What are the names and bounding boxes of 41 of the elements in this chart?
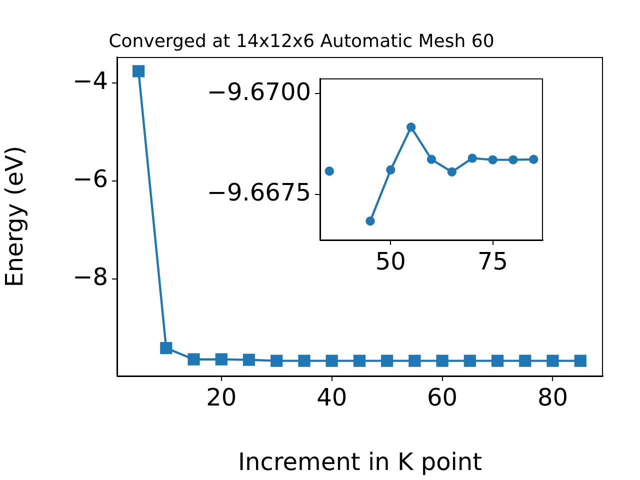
point	[353, 354, 366, 367]
x-axis-title: Increment in K point	[238, 448, 482, 476]
point	[188, 353, 200, 366]
point	[519, 354, 532, 367]
point	[386, 165, 396, 174]
x-tick-label: 40	[316, 384, 348, 412]
point	[574, 354, 586, 367]
point	[132, 65, 145, 78]
chart-title: Converged at 14x12x6 Automatic Mesh 60	[108, 30, 494, 52]
y-tick-label: −4	[72, 67, 108, 96]
point	[215, 353, 228, 366]
point	[436, 354, 448, 367]
y-tick-label: −8	[72, 263, 108, 292]
point	[270, 354, 283, 367]
point	[326, 354, 338, 367]
point	[381, 354, 394, 367]
point	[491, 354, 504, 367]
point	[447, 167, 457, 176]
x-tick-label: 50	[375, 248, 406, 276]
y-tick-label: −6	[72, 165, 108, 194]
point	[160, 342, 172, 354]
point	[426, 154, 436, 164]
y-tick-label: −9.6700	[206, 78, 311, 106]
point	[366, 216, 375, 226]
y-axis-title: Energy (eV)	[0, 146, 29, 288]
point	[508, 155, 518, 164]
point	[529, 154, 538, 164]
point	[408, 354, 421, 367]
point	[464, 354, 476, 367]
point	[406, 122, 416, 132]
x-tick-label: 75	[477, 248, 508, 276]
point	[546, 354, 559, 367]
y-tick-label: −9.6675	[206, 178, 311, 207]
point	[242, 354, 256, 366]
point	[298, 354, 310, 367]
x-tick-label: 20	[206, 384, 237, 412]
x-tick-label: 60	[427, 384, 458, 412]
x-tick-label: 80	[537, 384, 568, 412]
point	[468, 154, 477, 163]
point	[488, 155, 498, 164]
point	[324, 166, 334, 176]
